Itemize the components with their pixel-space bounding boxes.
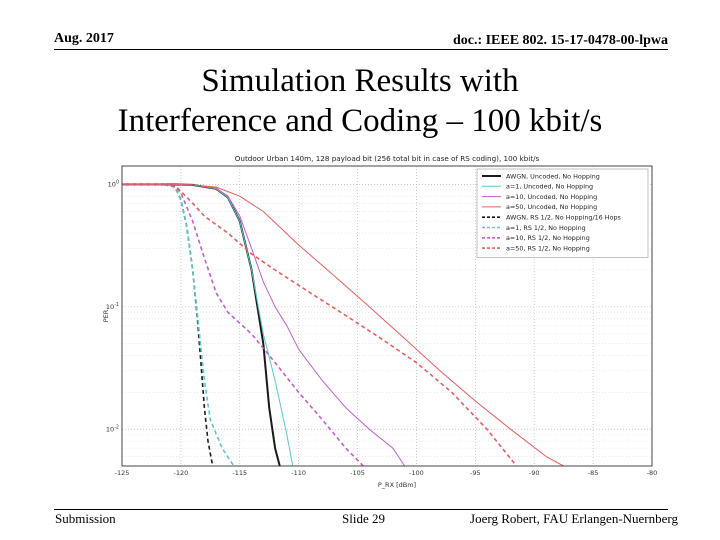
slide-title-line-1: Simulation Results with [201, 63, 519, 99]
footer-rule [54, 509, 668, 510]
x-axis-label: P_RX [dBm] [378, 481, 416, 489]
series-line-8 [122, 183, 518, 466]
x-tick-label: -100 [409, 469, 424, 477]
footer-submission: Submission [55, 511, 116, 526]
x-tick-label: -115 [232, 469, 247, 477]
y-tick-label: 10-2 [106, 424, 119, 433]
legend-label: AWGN, Uncoded, No Hopping [506, 172, 600, 180]
x-tick-label: -125 [115, 469, 130, 477]
y-tick-label: 100 [108, 179, 119, 188]
x-tick-label: -95 [470, 469, 481, 477]
x-tick-label: -85 [588, 469, 599, 477]
legend-label: a=10, RS 1/2, No Hopping [506, 234, 590, 242]
legend: AWGN, Uncoded, No Hopping a=1, Uncoded, N… [476, 168, 649, 258]
x-tick-label: -80 [647, 469, 658, 477]
x-tick-label: -105 [350, 469, 365, 477]
slide-title-line-2: Interference and Coding – 100 kbit/s [117, 103, 603, 139]
header-rule [54, 49, 668, 50]
chart-title: Outdoor Urban 140m, 128 payload bit (256… [235, 154, 540, 163]
legend-label: a=1, Uncoded, No Hopping [506, 183, 593, 191]
footer-author: Joerg Robert, FAU Erlangen-Nuernberg [470, 511, 678, 526]
header-document-id: doc.: IEEE 802. 15-17-0478-00-lpwa [452, 33, 668, 48]
plot-frame [121, 165, 653, 467]
x-tick-label: -110 [291, 469, 306, 477]
header-date: Aug. 2017 [54, 31, 114, 46]
legend-label: AWGN, RS 1/2, No Hopping/16 Hops [506, 214, 622, 222]
series-line-3 [122, 183, 406, 466]
x-tick-label: -90 [529, 469, 540, 477]
y-axis-label: PER [102, 309, 110, 322]
y-tick-label: 10-1 [106, 302, 119, 311]
legend-label: a=1, RS 1/2, No Hopping [506, 224, 586, 232]
per-chart: Outdoor Urban 140m, 128 payload bit (256… [102, 154, 658, 489]
series-group [122, 183, 564, 466]
x-tick-label: -120 [174, 469, 189, 477]
series-line-4 [122, 183, 564, 466]
footer-slide-number: Slide 29 [342, 511, 385, 526]
legend-label: a=50, RS 1/2, No Hopping [506, 244, 590, 252]
legend-label: a=10, Uncoded, No Hopping [506, 193, 597, 201]
legend-label: a=50, Uncoded, No Hopping [506, 203, 597, 211]
legend-box [476, 168, 649, 258]
